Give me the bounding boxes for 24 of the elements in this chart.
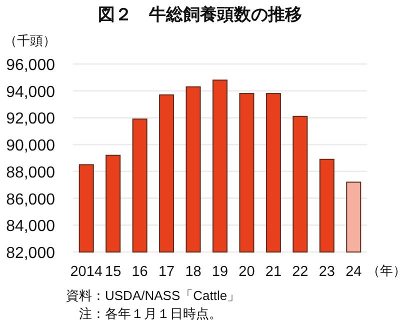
y-tick-label: 82,000	[6, 245, 56, 262]
x-tick-label: 20	[238, 264, 255, 280]
text: 注：各年１月１日時点。	[66, 306, 222, 321]
x-tick-label: 23	[318, 264, 335, 280]
x-tick-label: 19	[212, 264, 228, 280]
text: 資料：USDA/NASS「Cattle」	[66, 288, 240, 303]
y-tick-label: 84,000	[6, 218, 56, 236]
x-tick-label: 16	[132, 264, 148, 280]
x-tick-label: 22	[292, 264, 308, 280]
y-tick-label: 92,000	[6, 110, 56, 128]
x-tick-label: 24	[346, 264, 362, 280]
chart-title: 図２ 牛総飼養頭数の推移	[98, 5, 302, 24]
y-tick-label: 96,000	[6, 57, 56, 74]
x-tick-label: 21	[265, 264, 282, 280]
y-axis-title: （千頭）	[4, 33, 56, 48]
x-tick-label: 2014	[70, 264, 102, 280]
x-tick-label: 18	[185, 264, 202, 280]
x-tick-label: 17	[158, 264, 175, 280]
x-tick-label: 15	[105, 264, 122, 280]
y-tick-label: 86,000	[6, 191, 56, 208]
y-tick-label: 94,000	[6, 84, 56, 101]
y-tick-label: 88,000	[6, 164, 56, 182]
x-axis-title: （年）	[367, 263, 400, 278]
y-tick-label: 90,000	[6, 138, 56, 155]
